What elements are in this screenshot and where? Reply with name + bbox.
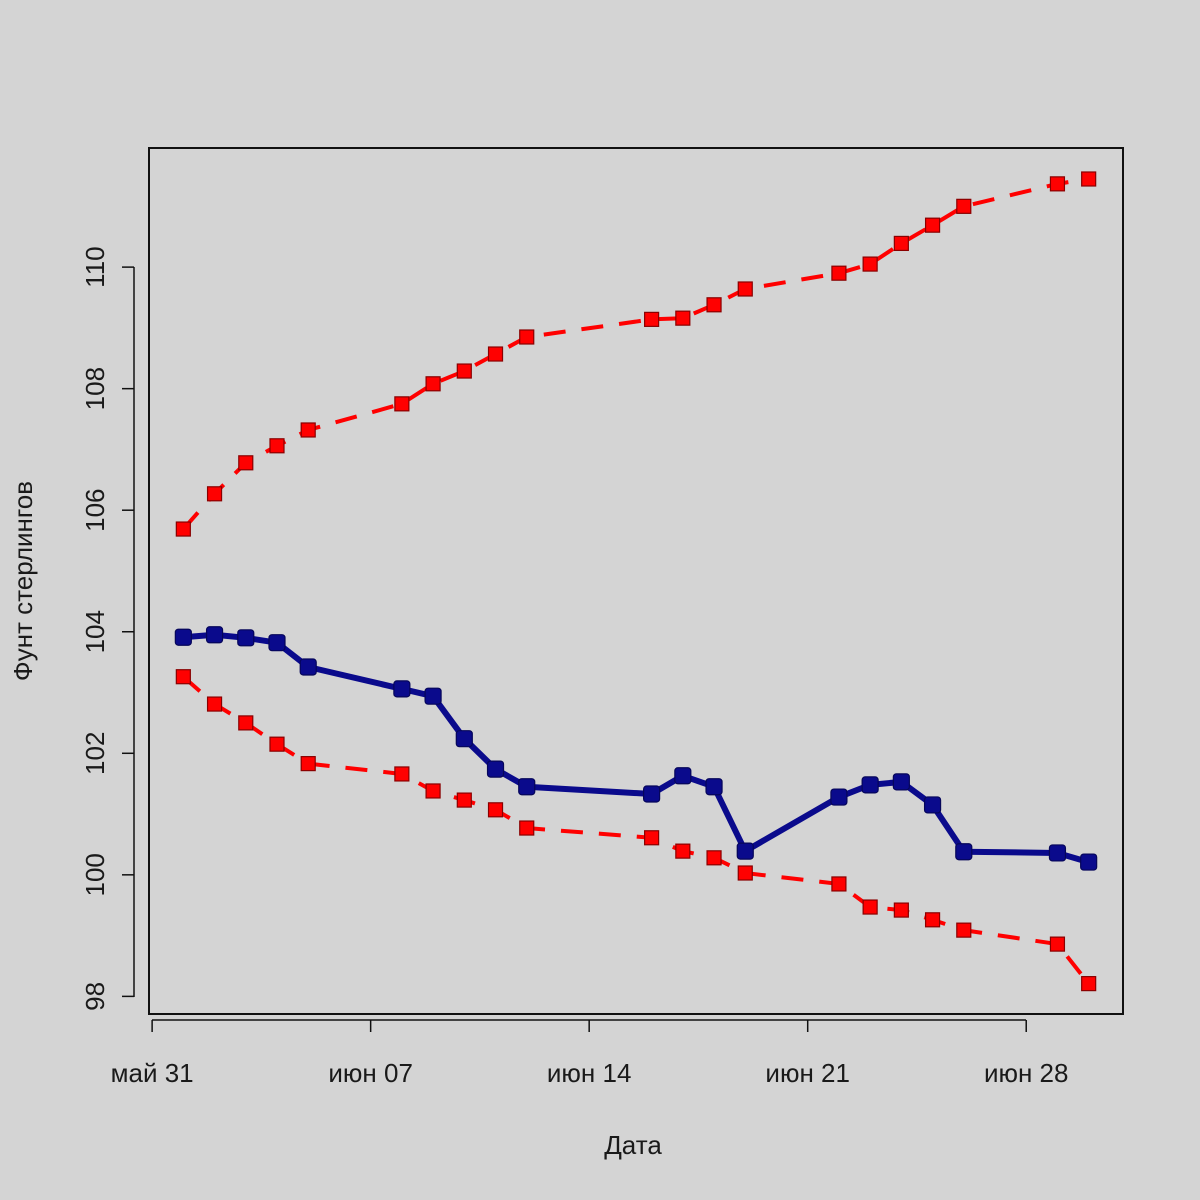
x-axis-title: Дата (604, 1130, 662, 1160)
data-point-lower (1049, 936, 1066, 952)
y-axis-title: Фунт стерлингов (8, 481, 38, 681)
plot-frame (148, 147, 1124, 1015)
series-price (174, 626, 1098, 871)
data-point-price (205, 626, 224, 644)
data-point-upper (706, 297, 722, 313)
data-point-price (830, 788, 848, 806)
data-point-upper (675, 310, 691, 326)
data-point-price (299, 658, 317, 676)
data-point-lower (206, 696, 223, 712)
y-tick-label: 108 (80, 367, 110, 410)
data-point-upper (1081, 171, 1097, 187)
data-point-lower (425, 783, 441, 799)
data-point-upper (206, 486, 223, 502)
data-point-upper (831, 265, 847, 281)
data-point-price (455, 730, 473, 748)
data-point-price (174, 628, 192, 646)
data-point-lower (238, 715, 254, 731)
x-tick-label: июн 14 (547, 1058, 632, 1088)
y-tick-label: 102 (80, 732, 110, 775)
data-point-lower (675, 843, 691, 859)
data-point-upper (269, 438, 285, 454)
data-point-lower (737, 865, 753, 881)
data-point-upper (300, 422, 316, 438)
y-tick-label: 106 (80, 489, 110, 532)
data-point-price (923, 796, 942, 814)
data-point-lower (706, 850, 722, 866)
data-point-price (674, 767, 692, 785)
y-tick-label: 110 (80, 246, 110, 287)
data-point-lower (924, 912, 941, 928)
data-point-upper (862, 256, 878, 272)
y-tick-label: 104 (80, 610, 110, 653)
series-line-upper (181, 177, 1089, 531)
data-point-price (486, 760, 505, 778)
data-point-price (955, 843, 973, 861)
data-point-price (268, 634, 286, 652)
x-axis: май 31 июн 07 июн 14 июн 21 июн 28 (111, 1019, 1069, 1088)
x-tick-label: май 31 (111, 1058, 194, 1088)
data-point-lower (862, 899, 878, 915)
x-tick-label: июн 21 (765, 1058, 850, 1088)
data-point-lower (644, 830, 660, 846)
series-line-price (183, 631, 1090, 865)
data-point-upper (238, 455, 254, 471)
data-point-upper (175, 521, 191, 537)
data-point-price (861, 776, 879, 794)
data-point-lower (300, 756, 316, 772)
series-upper (175, 171, 1097, 537)
data-point-lower (269, 736, 285, 752)
data-point-price (705, 778, 723, 796)
data-point-upper (924, 217, 941, 233)
data-point-price (643, 785, 661, 803)
data-point-lower (1081, 976, 1097, 992)
data-point-lower (956, 922, 972, 938)
data-point-upper (644, 311, 660, 327)
x-tick-label: июн 07 (328, 1058, 413, 1088)
data-point-lower (893, 902, 909, 918)
data-point-price (518, 778, 536, 796)
data-point-price (393, 680, 411, 698)
data-point-price (1080, 853, 1098, 871)
data-point-upper (425, 376, 441, 392)
data-point-lower (831, 876, 847, 892)
data-point-price (1048, 844, 1067, 862)
data-point-lower (487, 802, 504, 818)
data-point-lower (394, 766, 410, 782)
data-point-lower (519, 820, 535, 836)
data-point-upper (519, 329, 535, 345)
data-point-price (424, 687, 442, 705)
series-lower (175, 669, 1097, 992)
x-tick-label: июн 28 (984, 1058, 1069, 1088)
data-point-price (237, 629, 255, 647)
series-layer (174, 171, 1098, 992)
data-point-upper (394, 396, 410, 412)
data-point-upper (737, 281, 753, 297)
data-point-price (892, 773, 910, 791)
data-point-lower (175, 669, 191, 685)
y-tick-label: 98 (80, 982, 110, 1011)
data-point-upper (487, 346, 504, 362)
data-point-price (736, 842, 754, 860)
y-tick-label: 100 (80, 853, 110, 896)
data-point-upper (956, 198, 972, 214)
data-point-upper (1049, 176, 1066, 192)
y-axis: 98 100 102 104 106 108 110 (80, 246, 135, 1011)
data-point-upper (456, 363, 472, 379)
data-point-lower (456, 792, 472, 808)
data-point-upper (893, 235, 909, 252)
